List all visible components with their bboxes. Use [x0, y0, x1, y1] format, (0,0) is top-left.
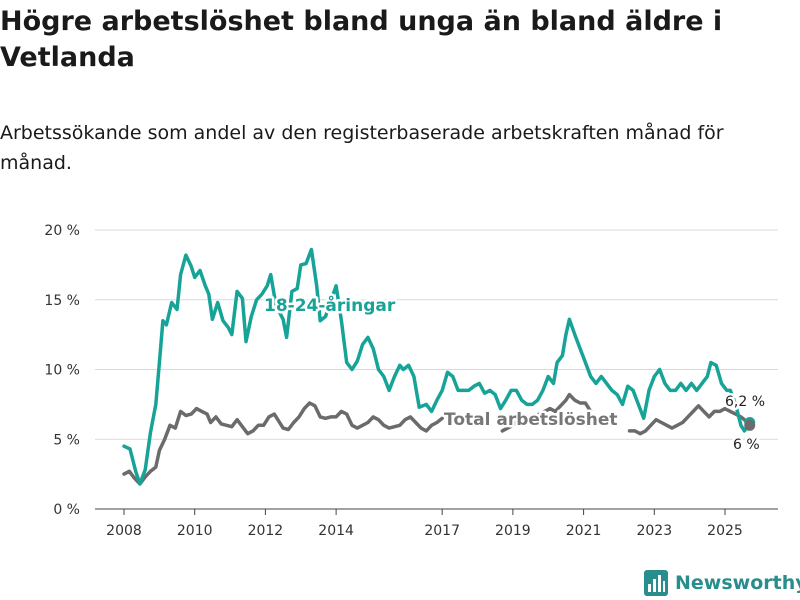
y-tick-label: 20 %: [44, 223, 80, 239]
x-axis-ticks: 2008 2010 2012 2014 2017 2019 2021 2023 2025: [106, 509, 743, 539]
y-axis-ticks: 0 % 5 % 10 % 15 % 20 %: [44, 223, 80, 518]
x-tick-label: 2019: [495, 523, 531, 539]
chart-subtitle: Arbetssökande som andel av den registerb…: [0, 122, 724, 174]
x-tick-label: 2008: [106, 523, 142, 539]
series-lines: [122, 247, 756, 486]
brand-name: Newsworthy: [675, 572, 800, 594]
x-tick-label: 2025: [707, 523, 743, 539]
bar-chart-logo-icon: [644, 570, 668, 596]
x-tick-label: 2017: [424, 523, 460, 539]
end-value-18-24: 6,2 %: [725, 394, 765, 410]
y-tick-label: 15 %: [44, 293, 80, 309]
end-marker-total: [744, 419, 756, 431]
y-tick-label: 5 %: [53, 432, 80, 448]
y-tick-label: 0 %: [53, 502, 80, 518]
series-line-18-24: [122, 247, 752, 486]
series-label-18-24: 18-24-åringar: [264, 294, 396, 316]
chart-title: Högre arbetslöshet bland unga än bland ä…: [0, 6, 723, 73]
x-tick-label: 2012: [248, 523, 284, 539]
y-tick-label: 10 %: [44, 363, 80, 379]
series-line-total: [122, 392, 752, 486]
series-labels: 18-24-åringar Total arbetslöshet 6,2 % 6 %: [262, 292, 768, 456]
x-tick-label: 2023: [636, 523, 672, 539]
x-tick-label: 2014: [318, 523, 354, 539]
newsworthy-logo: Newsworthy: [644, 568, 800, 598]
x-tick-label: 2021: [566, 523, 602, 539]
end-value-total: 6 %: [733, 437, 760, 453]
x-tick-label: 2010: [177, 523, 213, 539]
series-label-total: Total arbetslöshet: [444, 410, 618, 430]
